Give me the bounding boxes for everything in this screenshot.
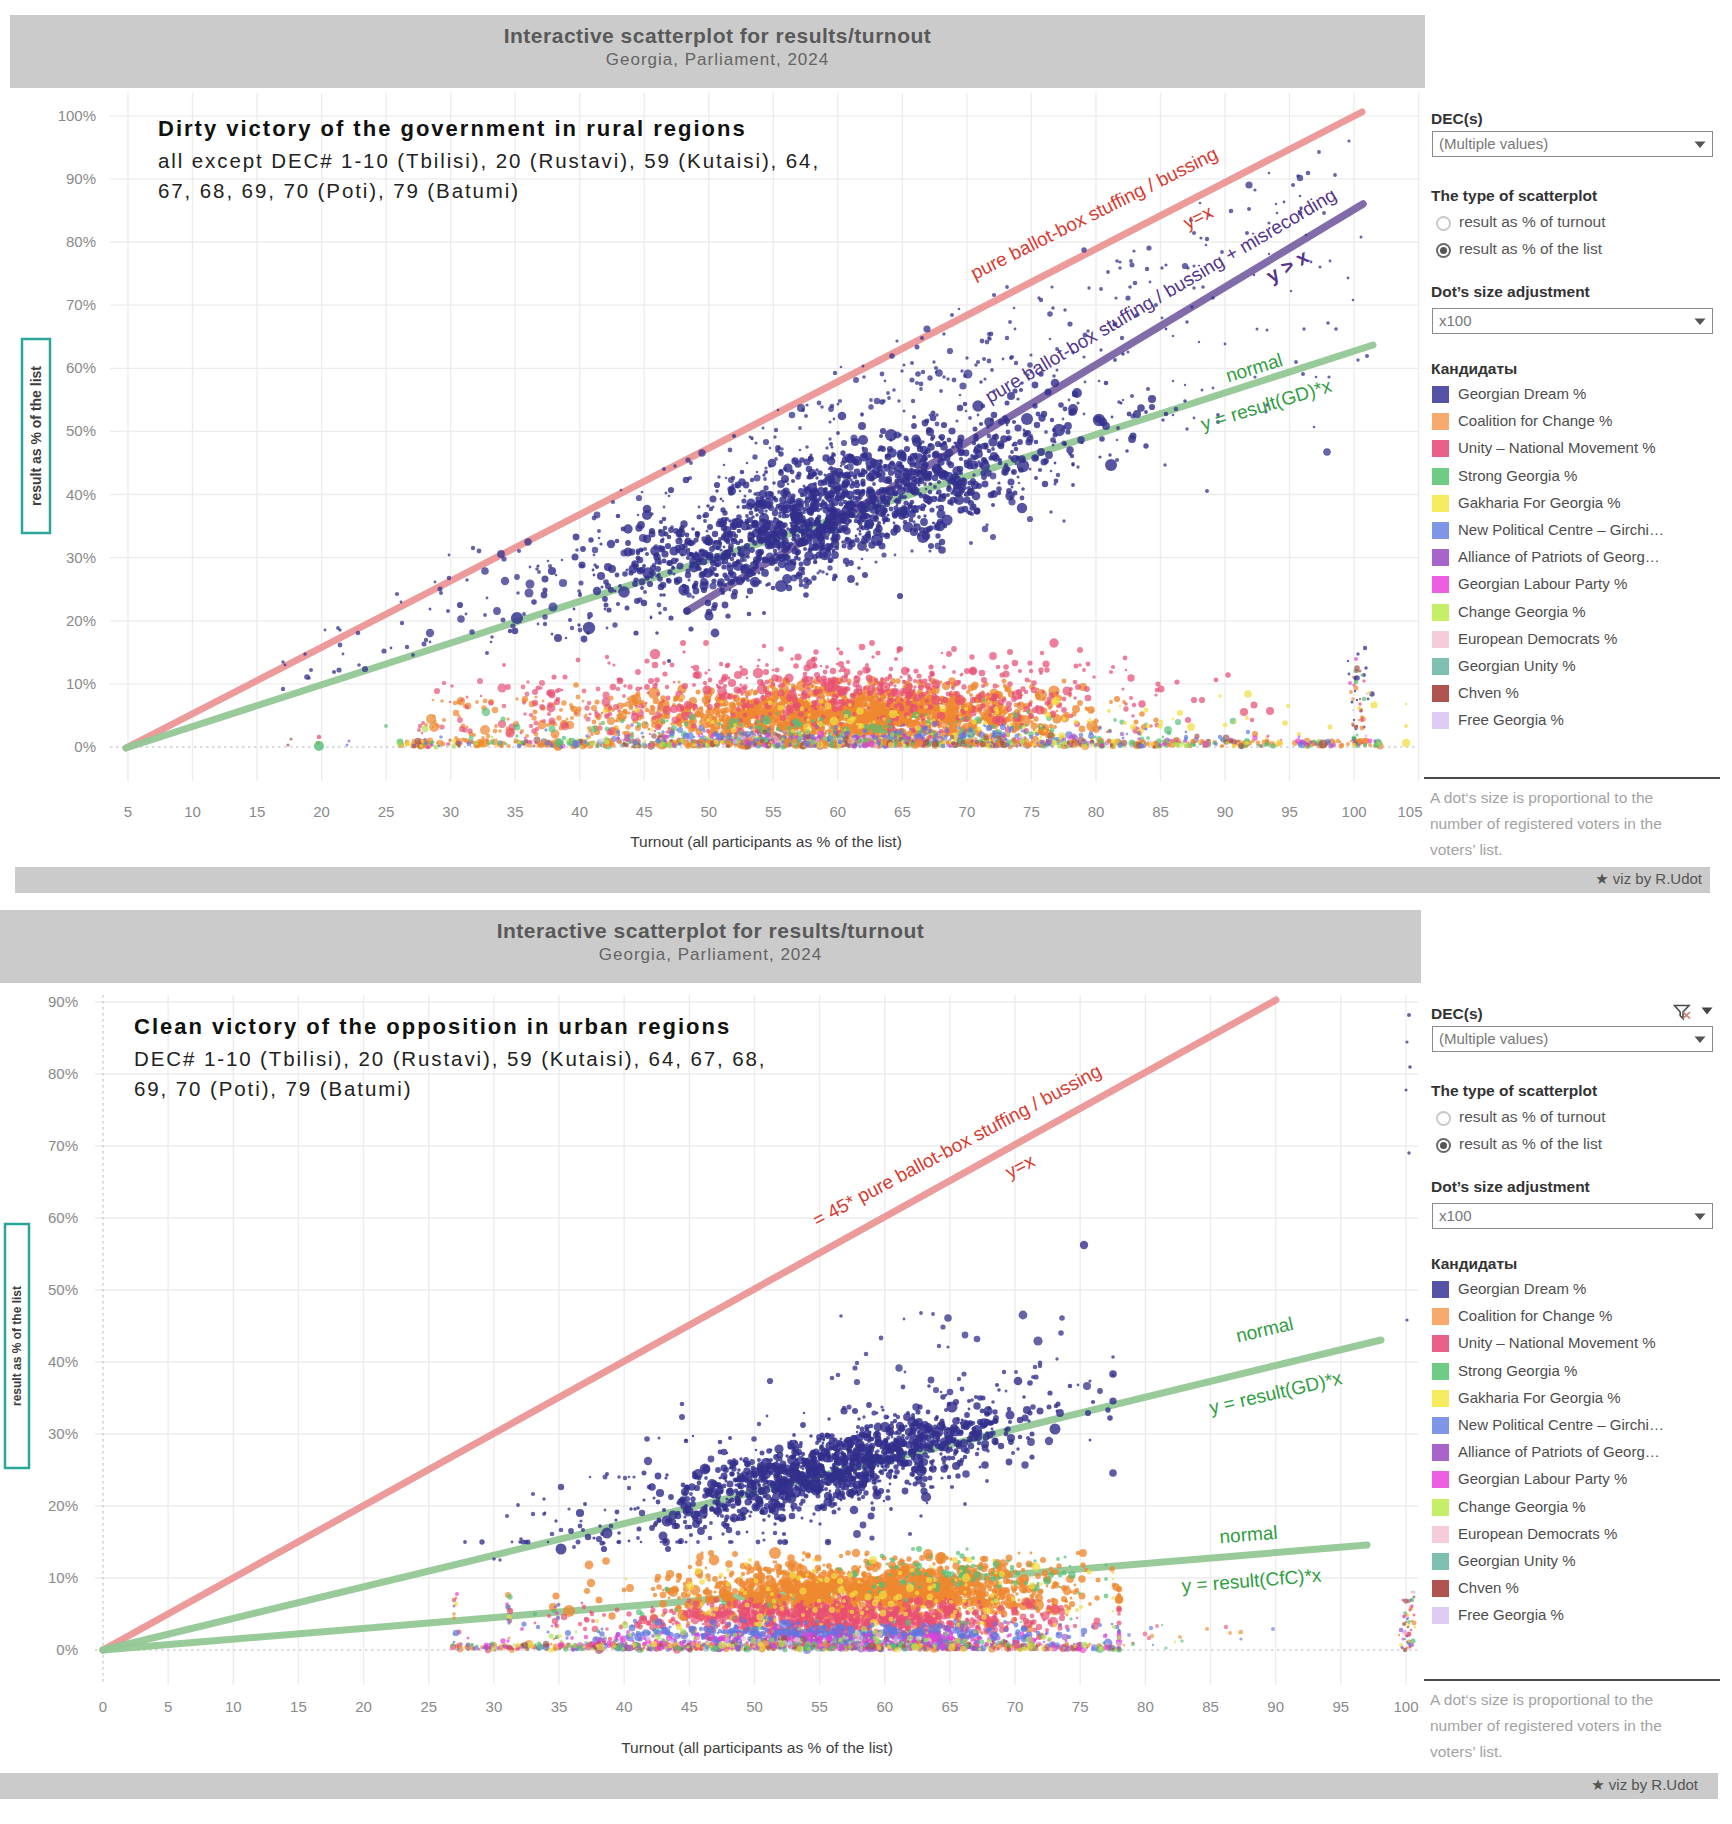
svg-text:70: 70	[959, 803, 976, 820]
svg-text:40: 40	[571, 803, 588, 820]
svg-text:5: 5	[164, 1698, 172, 1715]
svg-text:15: 15	[249, 803, 266, 820]
svg-text:70%: 70%	[66, 296, 96, 313]
svg-text:80: 80	[1088, 803, 1105, 820]
svg-text:95: 95	[1332, 1698, 1349, 1715]
svg-text:70: 70	[1007, 1698, 1024, 1715]
svg-text:y = result(GD)*x: y = result(GD)*x	[1198, 375, 1334, 435]
svg-text:50: 50	[700, 803, 717, 820]
svg-text:10%: 10%	[66, 675, 96, 692]
svg-text:60: 60	[876, 1698, 893, 1715]
svg-text:10: 10	[225, 1698, 242, 1715]
svg-text:25: 25	[378, 803, 395, 820]
svg-text:80: 80	[1137, 1698, 1154, 1715]
svg-text:75: 75	[1072, 1698, 1089, 1715]
svg-text:85: 85	[1202, 1698, 1219, 1715]
svg-text:90%: 90%	[48, 993, 78, 1010]
svg-text:30: 30	[486, 1698, 503, 1715]
svg-text:100: 100	[1393, 1698, 1418, 1715]
svg-text:50%: 50%	[48, 1281, 78, 1298]
svg-text:40%: 40%	[66, 486, 96, 503]
svg-text:55: 55	[765, 803, 782, 820]
svg-text:40%: 40%	[48, 1353, 78, 1370]
svg-text:35: 35	[551, 1698, 568, 1715]
svg-text:50%: 50%	[66, 422, 96, 439]
svg-text:60: 60	[829, 803, 846, 820]
svg-text:20: 20	[313, 803, 330, 820]
svg-text:35: 35	[507, 803, 524, 820]
svg-text:0%: 0%	[74, 738, 96, 755]
svg-text:65: 65	[894, 803, 911, 820]
svg-text:Turnout (all participants as %: Turnout (all participants as % of the li…	[621, 1739, 893, 1756]
svg-text:20%: 20%	[48, 1497, 78, 1514]
svg-text:100%: 100%	[58, 107, 96, 124]
svg-text:40: 40	[616, 1698, 633, 1715]
svg-text:y = result(CfC)*x: y = result(CfC)*x	[1181, 1565, 1323, 1597]
svg-text:Turnout (all participants as %: Turnout (all participants as % of the li…	[630, 833, 902, 850]
svg-text:70%: 70%	[48, 1137, 78, 1154]
svg-text:90: 90	[1217, 803, 1234, 820]
svg-text:90%: 90%	[66, 170, 96, 187]
svg-text:60%: 60%	[66, 359, 96, 376]
svg-text:30: 30	[442, 803, 459, 820]
svg-text:105: 105	[1397, 803, 1422, 820]
svg-text:10%: 10%	[48, 1569, 78, 1586]
svg-text:15: 15	[290, 1698, 307, 1715]
svg-text:30%: 30%	[66, 549, 96, 566]
svg-text:45: 45	[681, 1698, 698, 1715]
svg-text:5: 5	[124, 803, 132, 820]
svg-text:60%: 60%	[48, 1209, 78, 1226]
svg-text:80%: 80%	[66, 233, 96, 250]
svg-text:20: 20	[355, 1698, 372, 1715]
svg-text:= 45* pure ballot-box stuffing: = 45* pure ballot-box stuffing / bussing	[809, 1060, 1104, 1230]
svg-text:20%: 20%	[66, 612, 96, 629]
svg-text:25: 25	[420, 1698, 437, 1715]
svg-text:95: 95	[1281, 803, 1298, 820]
svg-text:result as % of the list: result as % of the list	[28, 366, 44, 506]
svg-text:normal: normal	[1234, 1313, 1295, 1347]
svg-text:55: 55	[811, 1698, 828, 1715]
svg-text:90: 90	[1267, 1698, 1284, 1715]
svg-text:80%: 80%	[48, 1065, 78, 1082]
svg-text:85: 85	[1152, 803, 1169, 820]
svg-text:100: 100	[1342, 803, 1367, 820]
svg-text:30%: 30%	[48, 1425, 78, 1442]
svg-text:65: 65	[942, 1698, 959, 1715]
svg-text:10: 10	[184, 803, 201, 820]
svg-text:result as % of the list: result as % of the list	[10, 1286, 24, 1406]
svg-text:y=x: y=x	[1002, 1150, 1039, 1183]
svg-text:normal: normal	[1219, 1522, 1279, 1547]
svg-text:75: 75	[1023, 803, 1040, 820]
svg-text:0%: 0%	[56, 1641, 78, 1658]
svg-text:45: 45	[636, 803, 653, 820]
svg-text:50: 50	[746, 1698, 763, 1715]
svg-text:0: 0	[99, 1698, 107, 1715]
